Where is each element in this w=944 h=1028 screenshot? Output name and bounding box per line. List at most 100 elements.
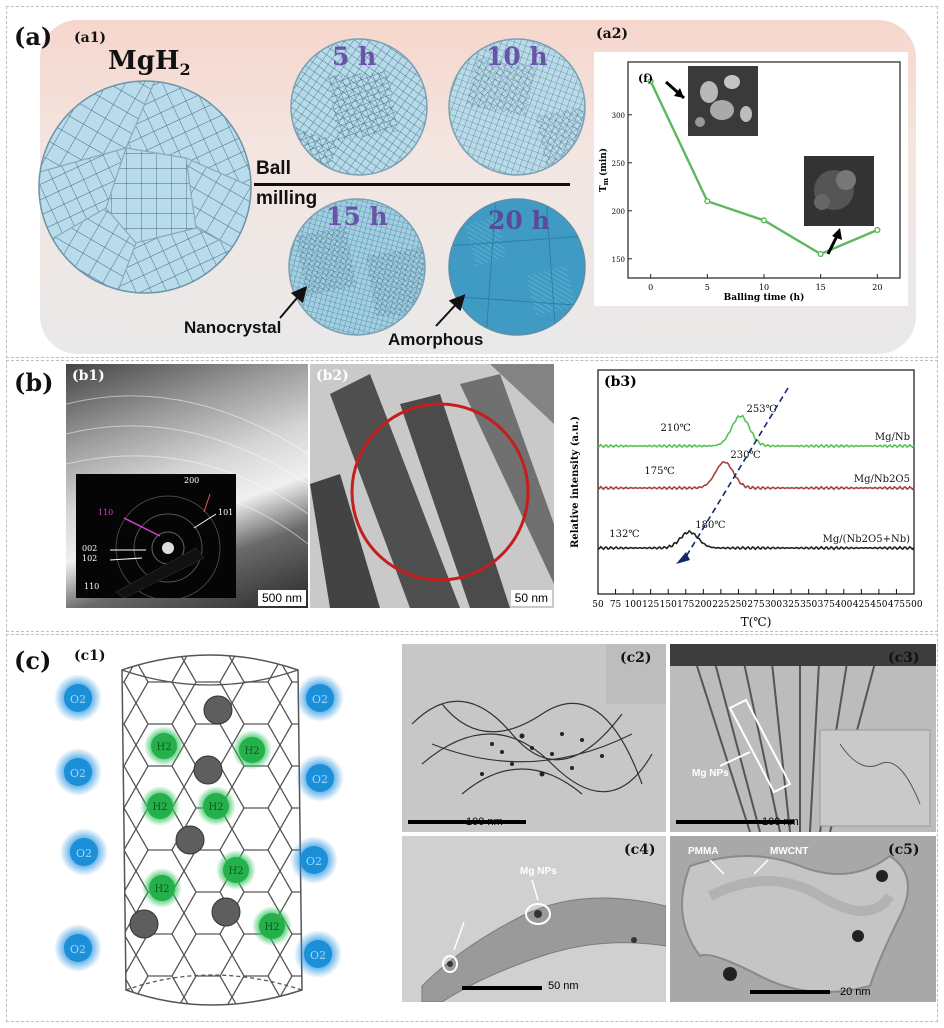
mwcnt-label: MWCNT [770, 846, 809, 857]
b3-x-tick-label: 425 [853, 600, 870, 610]
b3-x-tick-label: 250 [730, 600, 747, 610]
mg-nps-label-c4: Mg NPs [520, 866, 557, 877]
h2-molecule: H2 [144, 726, 184, 766]
panel-a [6, 6, 938, 358]
chart-b3-xlabel: T(℃) [741, 615, 772, 629]
svg-text:O2: O2 [76, 847, 92, 860]
b3-series-line [597, 414, 915, 449]
ball-label: Ball [256, 158, 291, 179]
b3-series-name: Mg/Nb2O5 [854, 474, 910, 485]
saed-label-101: 101 [218, 508, 234, 517]
grain-15h [288, 198, 426, 336]
scale-bar-b2: 50 nm [510, 590, 552, 606]
grain-20h [448, 198, 586, 336]
b3-x-tick-label: 375 [818, 600, 835, 610]
milling-label: milling [256, 188, 318, 209]
label-10h: 10 h [486, 42, 548, 71]
h2-molecule: H2 [196, 786, 236, 826]
svg-text:O2: O2 [312, 773, 328, 786]
panel-c5-label: (c5) [888, 842, 920, 858]
ball-milling-divider [254, 183, 570, 186]
b3-x-tick-label: 100 [625, 600, 642, 610]
saed-label-200: 200 [184, 476, 200, 485]
a2-data-point [817, 250, 824, 258]
b3-x-tick-label: 300 [765, 600, 782, 610]
svg-text:O2: O2 [312, 693, 328, 706]
chart-a2-tag: (f) [638, 72, 653, 85]
panel-a-label: (a) [14, 22, 53, 51]
o2-molecule: O2 [296, 674, 344, 722]
tem-image-c4: Mg NPs 50 nm [402, 836, 666, 1002]
saed-label-110-top: 110 [98, 508, 114, 517]
o2-molecule: O2 [294, 930, 342, 978]
b3-x-tick-label: 175 [677, 600, 694, 610]
sem-inset-agglomerate [804, 156, 874, 226]
arrows-a1 [279, 285, 466, 327]
b3-x-tick-label: 500 [905, 600, 922, 610]
h2-molecule: H2 [216, 850, 256, 890]
panel-c [6, 634, 938, 1022]
label-15h: 15 h [326, 202, 388, 231]
b3-x-tick-label: 475 [888, 600, 905, 610]
o2-molecule: O2 [54, 924, 102, 972]
o2-molecule: O2 [290, 836, 338, 884]
mgh2-label: MgH2 [108, 46, 191, 80]
o2-molecule: O2 [54, 748, 102, 796]
saed-label-102: 102 [82, 554, 98, 563]
panel-b1-label: (b1) [72, 368, 105, 384]
h2-molecule: H2 [232, 730, 272, 770]
b3-x-tick-label: 275 [747, 600, 764, 610]
panel-c4-label: (c4) [624, 842, 656, 858]
panel-c1-label: (c1) [74, 648, 106, 664]
scale-bar-c2: 100 nm [466, 816, 503, 828]
chart-b3: 50 75 100 125 150 175 200 225 250 275 300 325 350 375… [570, 369, 923, 629]
a2-data-point [874, 226, 881, 234]
b3-x-tick-label: 50 [592, 600, 604, 610]
chart-a2: 150 200 250 300 0 5 10 15 20 (f) Balling time (… [598, 61, 901, 303]
panel-b3-label: (b3) [604, 374, 637, 390]
b3-peak-label: 253℃ [747, 404, 777, 415]
scale-bar-c5: 20 nm [840, 986, 871, 998]
panel-c3-label: (c3) [888, 650, 920, 666]
b3-x-tick-label: 150 [660, 600, 677, 610]
mg-atoms [129, 695, 241, 939]
a2-x-tick-label: 5 [705, 283, 710, 292]
svg-text:O2: O2 [70, 767, 86, 780]
svg-text:H2: H2 [152, 802, 167, 813]
nanocrystal-label: Nanocrystal [184, 318, 282, 337]
panel-a2-label: (a2) [596, 26, 629, 42]
svg-text:O2: O2 [306, 855, 322, 868]
o2-molecule: O2 [60, 828, 108, 876]
tem-image-c5: PMMA MWCNT 20 nm [670, 836, 936, 1002]
label-20h: 20 h [488, 206, 550, 235]
panel-b [6, 360, 938, 632]
b3-onset-label: 175℃ [644, 466, 674, 477]
b3-x-tick-label: 200 [695, 600, 712, 610]
tem-image-b1: 200 110 101 002 102 110 500 nm [66, 364, 308, 608]
b3-x-tick-label: 325 [783, 600, 800, 610]
a2-y-tick-label: 300 [612, 112, 625, 120]
a2-x-tick-label: 20 [872, 283, 882, 292]
sem-inset-particles [688, 66, 758, 136]
peak-trend-arrowhead [676, 552, 690, 564]
h2-molecule: H2 [142, 868, 182, 908]
b3-series-name: Mg/(Nb2O5+Nb) [823, 534, 911, 545]
b3-x-tick-label: 350 [800, 600, 817, 610]
panel-c2-label: (c2) [620, 650, 652, 666]
o2-molecule: O2 [54, 674, 102, 722]
a2-x-tick-label: 15 [816, 283, 826, 292]
b3-peak-label: 230℃ [730, 450, 760, 461]
scale-bar-b1: 500 nm [257, 590, 306, 606]
a2-data-point [704, 198, 711, 205]
a2-data-point [760, 217, 768, 224]
tem-image-c3: Mg NPs 100 nm [670, 644, 936, 832]
panel-c-label: (c) [14, 646, 52, 675]
chart-a2-ylabel: Tm(min) [598, 148, 610, 192]
grain-10h [448, 38, 586, 176]
svg-text:H2: H2 [244, 746, 259, 757]
svg-text:H2: H2 [264, 922, 279, 933]
b3-x-tick-label: 400 [835, 600, 852, 610]
pmma-label: PMMA [688, 846, 719, 857]
b3-series-line [597, 460, 915, 491]
b3-x-tick-label: 75 [610, 600, 622, 610]
